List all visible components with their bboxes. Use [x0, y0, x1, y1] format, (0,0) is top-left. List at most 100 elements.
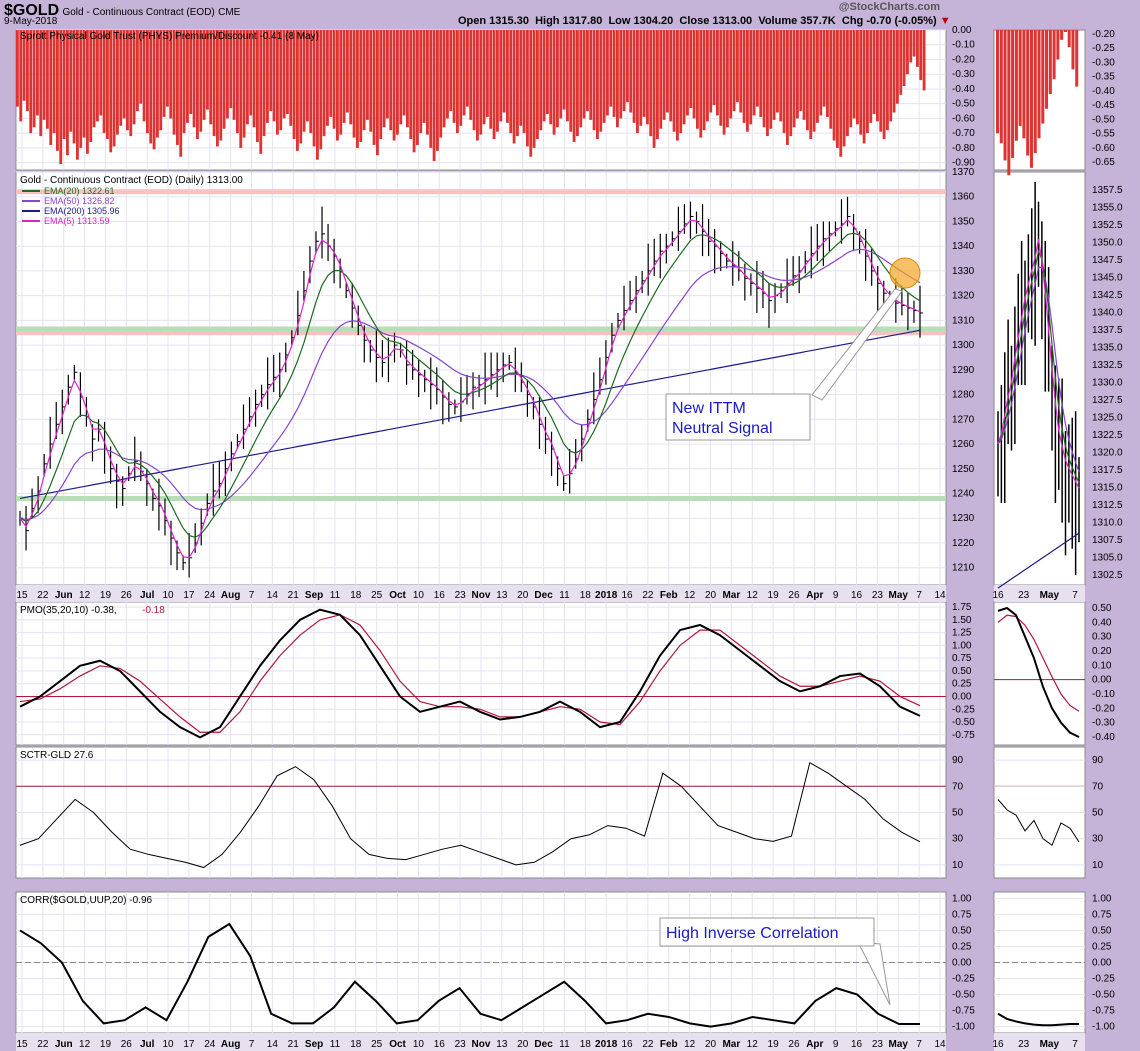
y-tick-label: 0.50 — [952, 666, 972, 677]
phys-bar — [286, 30, 289, 114]
open-value: Open 1315.30 — [458, 15, 529, 27]
inset-y-tick-label: 70 — [1092, 781, 1104, 792]
inset-phys-bar — [1071, 30, 1075, 70]
phys-bar — [426, 30, 429, 135]
x-tick-label: 20 — [705, 590, 717, 601]
phys-bar — [72, 30, 76, 144]
inset-y-tick-label: 0.50 — [1092, 925, 1112, 936]
chart-header: $GOLD Gold - Continuous Contract (EOD) C… — [4, 2, 240, 20]
phys-bar — [816, 30, 819, 123]
x-tick-label: Apr — [806, 1039, 823, 1050]
x-tick-label: 17 — [183, 1039, 195, 1050]
phys-bar — [266, 30, 269, 123]
phys-bar — [129, 30, 133, 137]
x-tick-label: Mar — [722, 1039, 740, 1050]
inset-phys-bar — [1048, 30, 1052, 94]
phys-bar — [359, 30, 363, 142]
inset-phys-bar — [999, 30, 1003, 144]
phys-bar — [396, 30, 399, 135]
x-tick-label: 23 — [872, 1039, 884, 1050]
x-tick-label: 16 — [621, 590, 633, 601]
phys-bar — [342, 30, 346, 123]
phys-bar — [619, 30, 623, 119]
phys-bar — [446, 30, 449, 119]
phys-bar — [106, 30, 109, 140]
inset-pmo-signal-line — [997, 614, 1080, 712]
y-tick-label: 1230 — [952, 513, 975, 524]
phys-bar — [536, 30, 539, 140]
x-tick-label: 18 — [580, 1039, 592, 1050]
phys-bar — [432, 30, 436, 162]
y-tick-label: 1330 — [952, 266, 975, 277]
y-tick-label: 1.00 — [952, 893, 972, 904]
inset-y-tick-label: 1302.5 — [1092, 570, 1123, 581]
inset-y-tick-label: -0.40 — [1092, 86, 1115, 97]
phys-bar — [296, 30, 299, 151]
inset-x-tick-label: 23 — [1018, 590, 1030, 601]
panel-inset-1 — [993, 171, 1086, 586]
x-tick-label: Jun — [55, 1039, 73, 1050]
phys-bar — [489, 30, 493, 129]
phys-bar — [729, 30, 733, 119]
corr-callout-text: High Inverse Correlation — [666, 925, 839, 942]
x-tick-label: Feb — [660, 590, 678, 601]
x-axis-band-1 — [16, 1033, 946, 1051]
phys-bar — [372, 30, 376, 145]
phys-bar — [642, 30, 646, 117]
y-tick-label: 1310 — [952, 315, 975, 326]
inset-y-tick-label: -0.10 — [1092, 689, 1115, 700]
x-tick-label: 20 — [517, 1039, 529, 1050]
y-tick-label: -0.25 — [952, 974, 975, 985]
y-tick-label: 70 — [952, 781, 964, 792]
phys-bar — [52, 30, 56, 134]
inset-y-tick-label: -0.55 — [1092, 129, 1115, 140]
phys-bar — [872, 30, 876, 114]
phys-bar — [32, 30, 36, 128]
phys-bar — [576, 30, 579, 137]
x-tick-label: Aug — [221, 590, 240, 601]
phys-bar — [676, 30, 679, 141]
inset-y-tick-label: 90 — [1092, 755, 1104, 766]
legend-entry: EMA(20) 1322.61 — [44, 186, 115, 196]
phys-bar — [496, 30, 499, 132]
phys-bar — [196, 30, 199, 140]
phys-bar — [232, 30, 236, 120]
phys-bar — [166, 30, 169, 107]
phys-bar — [472, 30, 476, 131]
x-tick-label: 19 — [768, 590, 780, 601]
price-title: Gold - Continuous Contract (EOD) (Daily)… — [20, 175, 243, 186]
phys-bar — [869, 30, 873, 123]
corr-title: CORR($GOLD,UUP,20) -0.96 — [20, 895, 153, 906]
x-tick-label: 16 — [434, 590, 446, 601]
phys-bar — [466, 30, 469, 107]
phys-bar — [736, 30, 739, 103]
phys-bar — [556, 30, 559, 128]
inset-y-tick-label: 1332.5 — [1092, 360, 1123, 371]
inset-ema5-line — [997, 238, 1080, 489]
phys-bar — [596, 30, 599, 140]
x-tick-label: Jul — [140, 1039, 155, 1050]
phys-bar — [862, 30, 866, 144]
callout-box — [665, 393, 811, 441]
phys-bar — [149, 30, 153, 144]
phys-bar — [689, 30, 693, 109]
phys-bar — [236, 30, 239, 134]
inset-y-tick-label: -0.60 — [1092, 143, 1115, 154]
inset-y-tick-label: 1322.5 — [1092, 430, 1123, 441]
y-tick-label: 0.00 — [952, 25, 972, 36]
inset-ema20-line — [997, 249, 1080, 483]
phys-bar — [319, 30, 323, 150]
phys-bar — [229, 30, 233, 109]
phys-bar — [142, 30, 146, 122]
x-tick-label: 25 — [371, 1039, 383, 1050]
x-tick-label: 10 — [162, 1039, 174, 1050]
x-tick-label: 15 — [16, 590, 28, 601]
x-tick-label: 10 — [413, 1039, 425, 1050]
exchange: CME — [218, 7, 241, 18]
x-tick-label: 20 — [517, 590, 529, 601]
y-tick-label: 1240 — [952, 488, 975, 499]
x-tick-label: 19 — [768, 1039, 780, 1050]
phys-bar — [242, 30, 246, 138]
phys-bar — [322, 30, 326, 137]
